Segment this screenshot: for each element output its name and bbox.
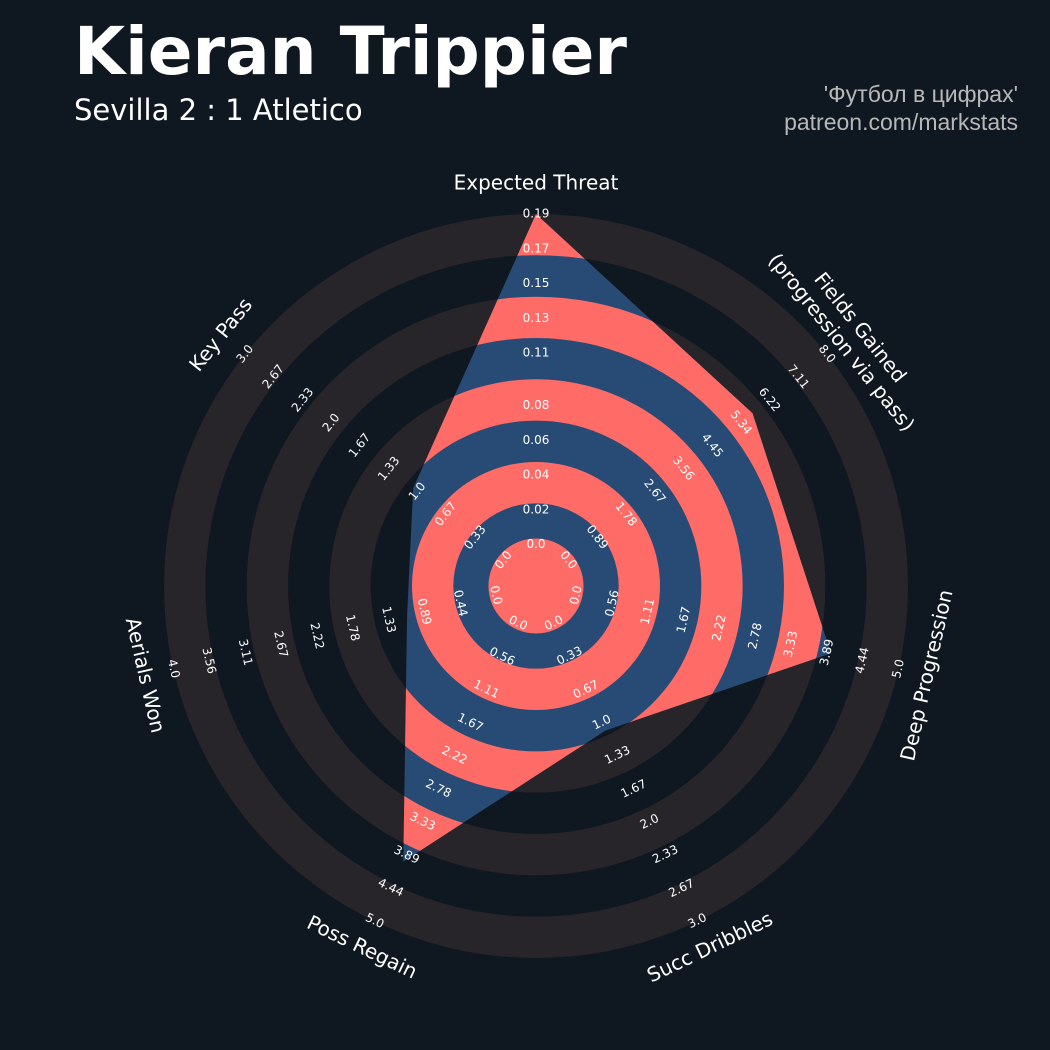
tick-label: 5.0 (889, 658, 907, 680)
credit: patreon.com/markstats (784, 109, 1018, 135)
tick-label: 0.0 (487, 584, 505, 606)
tick-label: 3.11 (236, 638, 256, 667)
tick-label: 3.56 (199, 646, 219, 675)
tick-label: 0.89 (415, 597, 435, 626)
tick-label: 0.19 (523, 207, 550, 221)
tick-label: 1.67 (674, 605, 694, 634)
tick-label: 1.78 (343, 613, 363, 642)
tick-label: 1.33 (379, 605, 399, 634)
credit: 'Футбол в цифрах' (824, 81, 1018, 107)
tick-label: 4.0 (165, 658, 183, 680)
tick-label: 4.44 (852, 646, 872, 675)
axis-label: Expected Threat (454, 171, 619, 195)
tick-label: 1.11 (638, 597, 658, 626)
radar-rings (403, 214, 831, 862)
tick-label: 0.04 (523, 468, 550, 482)
tick-label: 2.67 (271, 630, 291, 659)
chart-subtitle: Sevilla 2 : 1 Atletico (74, 93, 363, 127)
tick-label: 2.22 (709, 613, 729, 642)
tick-label: 0.13 (523, 311, 550, 325)
tick-label: 0.0 (526, 537, 545, 551)
tick-label: 2.22 (307, 621, 327, 650)
chart-title: Kieran Trippier (74, 13, 627, 90)
center-circle (488, 538, 584, 634)
tick-label: 0.02 (523, 502, 550, 516)
tick-label: 0.44 (451, 589, 471, 618)
tick-label: 3.89 (817, 638, 837, 667)
tick-label: 0.56 (602, 589, 622, 618)
tick-label: 0.06 (523, 433, 550, 447)
tick-label: 0.15 (523, 276, 550, 290)
tick-label: 0.08 (523, 398, 550, 412)
tick-label: 0.0 (567, 584, 585, 606)
radar-ring (412, 462, 660, 710)
tick-label: 0.11 (523, 346, 550, 360)
tick-label: 2.78 (745, 621, 765, 650)
tick-label: 3.33 (781, 630, 801, 659)
tick-label: 0.17 (523, 241, 550, 255)
